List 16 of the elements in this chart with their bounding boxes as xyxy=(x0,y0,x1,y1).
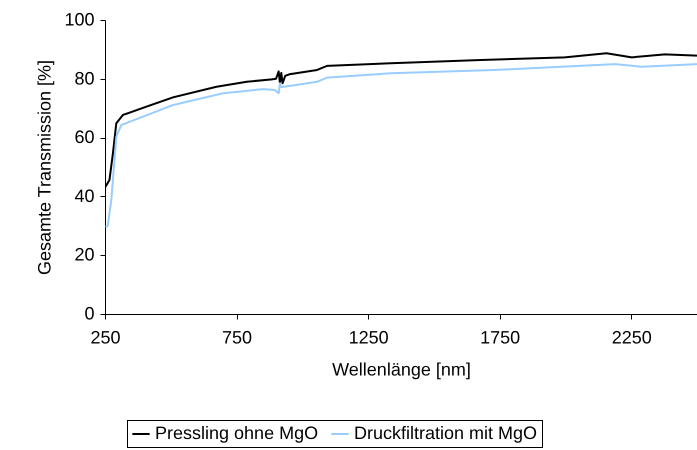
x-tick-label: 1250 xyxy=(348,328,389,348)
x-tick-label: 2250 xyxy=(612,328,652,348)
x-axis-title: Wellenlänge [nm] xyxy=(332,360,471,380)
y-tick-label: 100 xyxy=(64,10,94,30)
y-axis-title: Gesamte Transmission [%] xyxy=(34,60,54,276)
legend-label: Druckfiltration mit MgO xyxy=(354,423,538,443)
line-series xyxy=(105,63,697,228)
x-tick-label: 1750 xyxy=(480,328,520,348)
y-tick-label: 0 xyxy=(84,304,94,324)
y-tick-label: 40 xyxy=(74,186,94,206)
x-tick-label: 750 xyxy=(222,328,252,348)
y-tick-label: 60 xyxy=(74,127,94,148)
y-tick-label: 80 xyxy=(74,68,94,88)
x-tick-label: 250 xyxy=(90,328,121,348)
legend-label: Pressling ohne MgO xyxy=(155,423,318,443)
y-tick-label: 20 xyxy=(74,244,94,265)
